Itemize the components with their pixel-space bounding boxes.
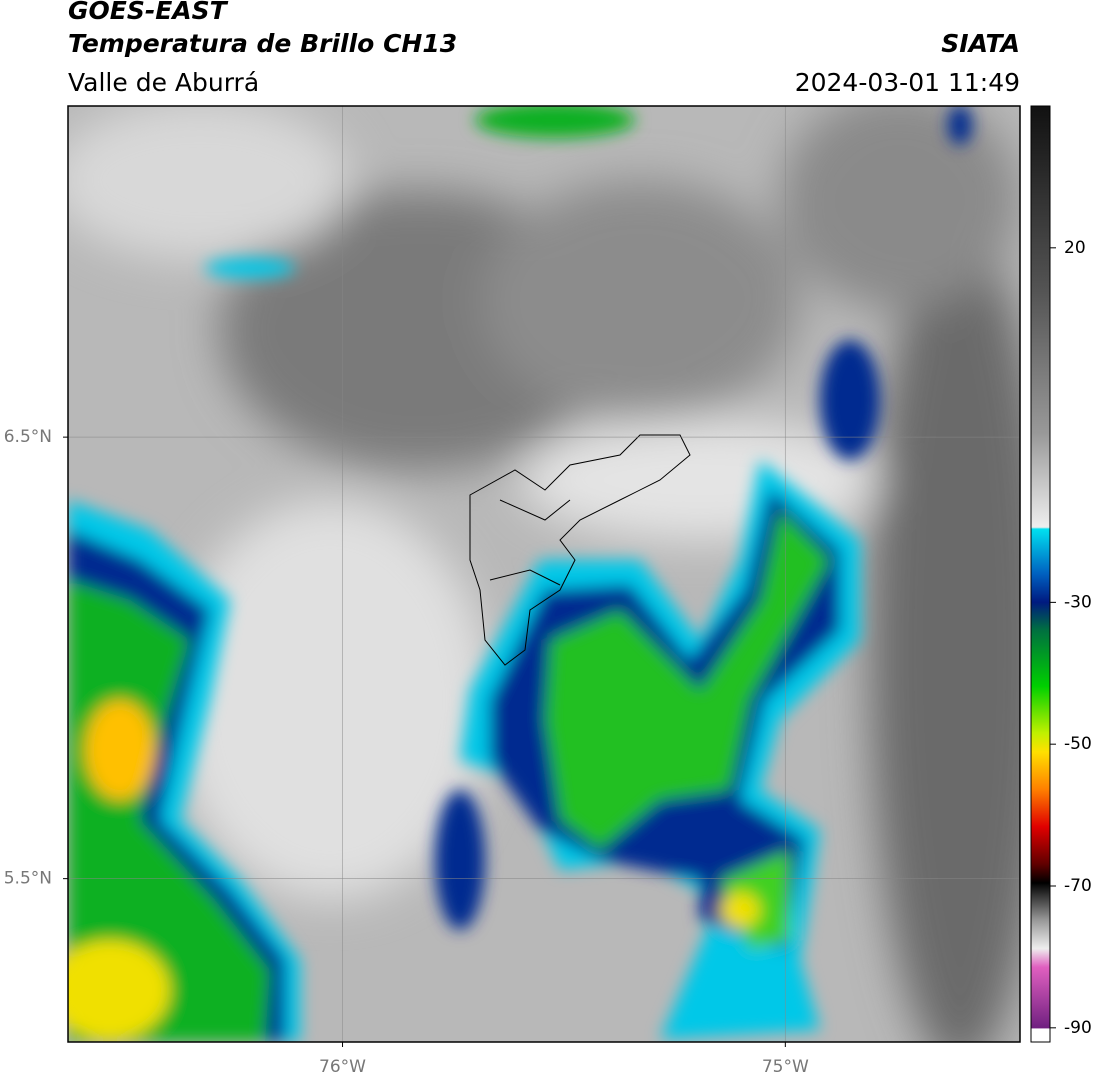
y-tick-label: 5.5°N xyxy=(4,869,52,889)
colorbar xyxy=(1030,105,1051,1043)
colorbar-tick-label: -70 xyxy=(1064,876,1092,896)
colorbar-tick-label: -90 xyxy=(1064,1018,1092,1038)
y-tick-label: 6.5°N xyxy=(4,427,52,447)
title: GOES-EAST xyxy=(68,0,229,25)
colorbar-tick-label: -30 xyxy=(1064,592,1092,612)
map-frame xyxy=(67,105,1021,1043)
region: Valle de Aburrá xyxy=(68,68,259,97)
graticule xyxy=(68,106,1020,1042)
subtitle: Temperatura de Brillo CH13 xyxy=(68,29,457,58)
colorbar-tick-label: -50 xyxy=(1064,734,1092,754)
x-tick-label: 76°W xyxy=(319,1057,366,1077)
satellite-image xyxy=(68,106,1020,1042)
x-tick-label: 75°W xyxy=(762,1057,809,1077)
datetime: 2024-03-01 11:49 xyxy=(795,68,1020,97)
colorbar-tick-label: 20 xyxy=(1064,238,1086,258)
source: SIATA xyxy=(941,29,1020,58)
